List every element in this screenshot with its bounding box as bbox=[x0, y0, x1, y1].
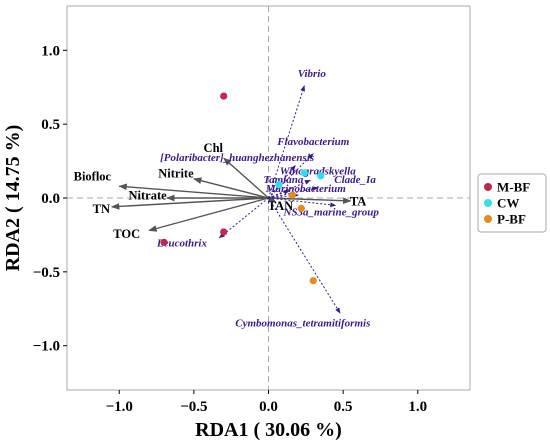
taxa-arrow bbox=[268, 197, 341, 314]
taxa-arrow bbox=[268, 153, 314, 199]
env-label-tn: TN bbox=[93, 202, 110, 216]
sample-point-p-bf bbox=[309, 277, 317, 285]
taxa-label: Flavobacterium bbox=[276, 136, 350, 148]
sample-points bbox=[160, 92, 325, 285]
taxa-arrow bbox=[218, 197, 269, 239]
sample-point-m-bf bbox=[220, 92, 228, 100]
y-axis-ticks: −1.0 −0.5 0.0 0.5 1.0 bbox=[33, 43, 67, 355]
y-tick-label: 1.0 bbox=[41, 43, 60, 59]
taxa-label: NS3a_marine_group bbox=[283, 207, 380, 219]
x-tick-label: 0.5 bbox=[334, 399, 353, 415]
env-arrow-nitrite bbox=[193, 177, 269, 199]
env-label-tan: TAN bbox=[268, 199, 293, 213]
x-tick-label: 0.0 bbox=[259, 399, 278, 415]
env-label-ta: TA bbox=[350, 194, 366, 208]
x-tick-label: 1.0 bbox=[408, 399, 427, 415]
env-arrow-chl bbox=[223, 157, 269, 199]
x-axis-title: RDA1 ( 30.06 %) bbox=[195, 419, 342, 441]
legend-marker-cw bbox=[484, 199, 492, 207]
env-label-nitrate: Nitrate bbox=[129, 188, 168, 202]
sample-point-p-bf bbox=[297, 204, 305, 212]
y-tick-label: −1.0 bbox=[33, 339, 60, 355]
taxa-label: Leucothrix bbox=[156, 238, 208, 250]
sample-point-m-bf bbox=[220, 228, 228, 236]
legend-label-p-bf: P-BF bbox=[497, 212, 526, 227]
legend-marker-m-bf bbox=[484, 183, 492, 191]
taxa-label: Winogradskyella bbox=[280, 165, 356, 177]
taxa-vectors: Vibrio Flavobacterium [Polaribacter]_huang… bbox=[156, 68, 379, 330]
sample-point-cw bbox=[275, 181, 283, 189]
legend-label-m-bf: M-BF bbox=[497, 180, 530, 195]
env-label-toc: TOC bbox=[113, 227, 140, 241]
y-tick-label: 0.5 bbox=[41, 117, 60, 133]
legend-box bbox=[477, 173, 547, 233]
env-arrow-tn bbox=[110, 197, 269, 210]
env-label-chl: Chl bbox=[204, 141, 224, 155]
legend-label-cw: CW bbox=[497, 196, 519, 211]
taxa-label: Marinobacterium bbox=[265, 183, 347, 195]
x-tick-label: −1.0 bbox=[106, 399, 133, 415]
taxa-label: [Polaribacter]_huanghezhanensis bbox=[160, 152, 314, 164]
y-tick-label: −0.5 bbox=[33, 265, 60, 281]
env-arrow-toc bbox=[148, 197, 269, 232]
env-arrow-ta bbox=[268, 197, 352, 205]
y-axis-title: RDA2 ( 14.75 %) bbox=[2, 125, 24, 272]
taxa-label: Vibrio bbox=[298, 68, 327, 80]
taxa-label: Cymbomonas_tetramitiformis bbox=[235, 317, 370, 329]
sample-point-p-bf bbox=[288, 191, 296, 199]
taxa-label: Clade_Ia bbox=[334, 174, 376, 186]
sample-point-cw bbox=[317, 172, 325, 180]
sample-point-cw bbox=[300, 169, 308, 177]
env-arrow-tan bbox=[267, 195, 277, 204]
taxa-arrow bbox=[268, 197, 337, 208]
legend-marker-p-bf bbox=[484, 215, 492, 223]
x-axis-ticks: −1.0 −0.5 0.0 0.5 1.0 bbox=[106, 390, 427, 415]
sample-point-m-bf bbox=[160, 238, 168, 246]
taxa-arrow bbox=[268, 165, 296, 199]
y-tick-label: 0.0 bbox=[41, 191, 60, 207]
env-label-nitrite: Nitrite bbox=[158, 166, 194, 180]
taxa-label: Tamlana bbox=[263, 174, 303, 186]
env-label-biofloc: Biofloc bbox=[74, 169, 112, 183]
taxa-arrow bbox=[268, 179, 311, 199]
x-tick-label: −0.5 bbox=[180, 399, 207, 415]
env-arrow-biofloc bbox=[118, 183, 269, 199]
